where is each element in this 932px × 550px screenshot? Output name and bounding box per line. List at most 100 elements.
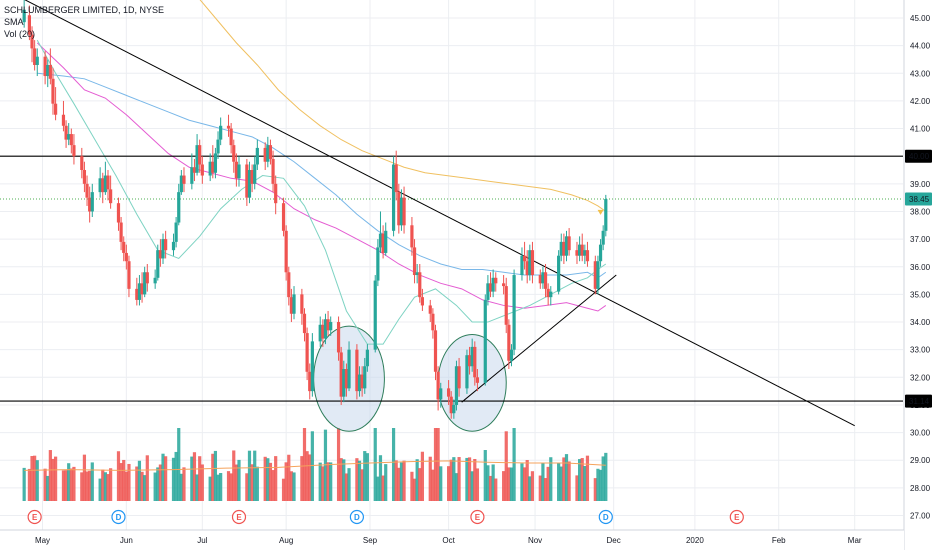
volume-bar [33,455,37,501]
candle [305,327,309,381]
candle [158,239,162,267]
event-marker-circle [598,509,613,525]
candle-body [593,261,597,289]
candle-body [397,192,401,226]
candle-body [449,396,453,414]
price-label-box [905,149,932,163]
candle [347,341,351,392]
candle [452,399,456,419]
price-tick-label: 35.00 [910,290,931,299]
candle [549,286,553,306]
candle-body [124,252,128,262]
candle [143,266,147,298]
time-tick-label: Mar [848,536,862,545]
price-label-last[interactable]: 38.45 [905,192,932,206]
candle [593,255,597,295]
volume-bar [72,466,76,501]
event-marker-earnings_future[interactable]: E [729,509,744,525]
price-label-level[interactable]: 40.00 [905,149,932,163]
volume-bar [567,461,571,501]
candle [329,316,333,336]
trendline-2[interactable] [461,274,617,403]
volume-bar [48,450,52,501]
volume-bar [85,471,89,501]
event-marker-circle [111,509,126,525]
candle-body [585,250,590,262]
candle [486,275,490,306]
event-marker-earnings[interactable]: E [231,509,247,525]
candle [263,142,267,171]
candle-body [245,164,249,198]
candle-body [30,34,34,49]
candle-body [22,9,26,23]
candle [61,100,66,132]
candle [69,128,73,154]
candle [457,357,461,397]
volume-bar [208,476,212,501]
candle-body [255,147,259,165]
candle-body [373,280,377,350]
volume-bar [122,459,126,501]
event-marker-dividend[interactable]: D [598,509,613,525]
candle [22,0,26,28]
candle-body [274,183,278,204]
candle [465,349,469,394]
price-label-level[interactable]: 31.14 [905,394,932,408]
price-tick-label: 39.00 [910,180,931,189]
price-axis[interactable]: 45.00 44.00 43.00 42.00 41.00 40.00 39.00 38.00… [903,0,932,550]
volume-bar [399,462,404,501]
volume-bars [22,428,608,501]
volume-bar [300,456,304,501]
event-marker-dividend[interactable]: D [349,509,364,525]
event-marker-earnings[interactable]: E [470,509,485,525]
candle [397,183,401,234]
candle [216,131,220,159]
event-marker-label: D [354,513,360,522]
volume-bar [538,475,542,501]
candle-body [473,346,477,378]
candle-body [428,305,432,314]
event-marker-dividend[interactable]: D [111,509,126,525]
volume-bar [190,456,194,501]
sma-200-line [199,0,607,212]
volume-bar [192,452,197,501]
price-tick-label: 32.00 [910,373,931,382]
candle-body [69,134,73,146]
candle [410,217,414,256]
time-axis[interactable]: May Jun Jul Aug Sep Oct Nov Dec 2020 Feb Mar [0,529,904,550]
candle-body [541,272,545,284]
time-axis-bg [0,530,904,550]
candle-body [135,288,139,300]
candle-body [268,145,273,159]
sma-label[interactable]: SMA [4,17,24,27]
volume-bar [266,458,270,501]
time-tick-label: Dec [607,536,621,545]
volume-bar [119,463,123,501]
volume-bar [82,454,87,501]
candle-body [200,164,204,176]
candle-body [211,161,215,173]
candle-body [122,241,126,253]
candle [234,153,238,187]
volume-bar [211,453,215,501]
candle-body [525,261,529,276]
candle-body [365,349,369,367]
candle [580,233,584,262]
trendline-1[interactable] [0,0,855,427]
volume-bar [245,473,249,501]
volume-bar [69,468,73,501]
candle [35,48,39,77]
candle-body [452,404,456,414]
trendlines[interactable] [0,0,855,427]
volume-bar [274,456,278,501]
symbol-title[interactable]: SCHLUMBERGER LIMITED, 1D, NYSE [4,5,165,15]
event-marker-earnings[interactable]: E [27,509,42,525]
volume-bar [219,473,223,501]
volume-bar [578,459,582,501]
candle [381,225,385,259]
volume-label[interactable]: Vol (20) [4,29,36,39]
volume-bar [156,467,160,501]
event-marker-label: E [734,513,740,522]
